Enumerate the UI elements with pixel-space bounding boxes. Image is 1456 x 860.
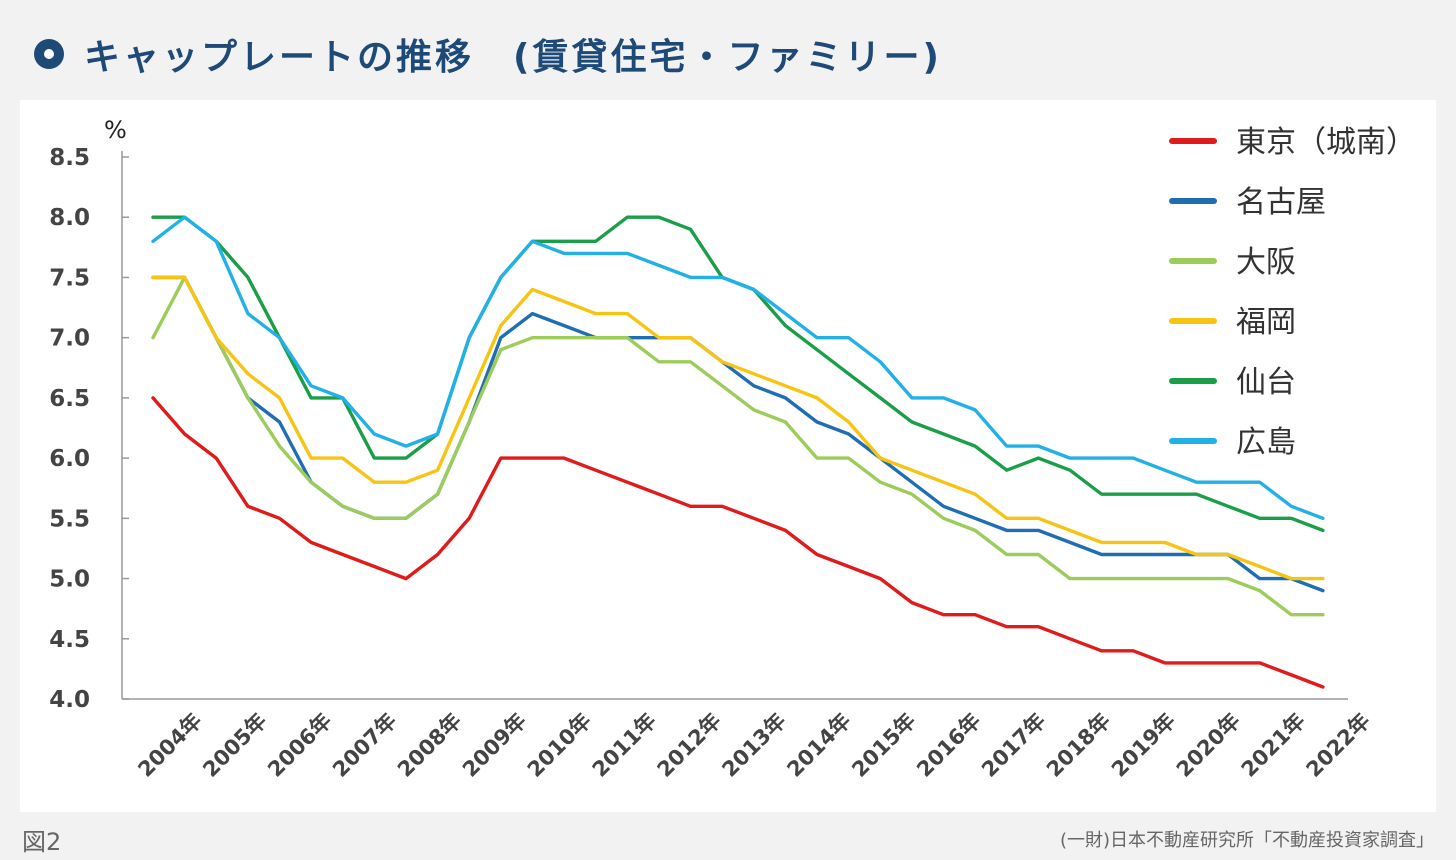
x-tick-label: 2019年: [1107, 709, 1180, 782]
y-tick-label: 4.5: [49, 627, 90, 653]
y-tick-label: 8.0: [49, 205, 90, 231]
series-line-1: [151, 396, 1325, 689]
y-axis-unit: %: [104, 116, 127, 144]
x-tick-label: 2014年: [782, 709, 855, 782]
source-note: (一財)日本不動産研究所「不動産投資家調査」: [1059, 830, 1434, 851]
y-tick-label: 4.0: [49, 687, 90, 713]
x-tick-label: 2005年: [198, 709, 271, 782]
x-tick-label: 2018年: [1042, 709, 1115, 782]
y-tick-label: 5.0: [49, 567, 90, 593]
x-tick-label: 2010年: [523, 709, 596, 782]
series-line-3: [151, 275, 1325, 617]
x-tick-label: 2007年: [328, 709, 401, 782]
y-tick-label: 7.0: [49, 326, 90, 352]
series-lines: [151, 215, 1325, 689]
x-axis-ticks: 2004年2005年2006年2007年2008年2009年2010年2011年…: [133, 709, 1374, 782]
legend-label: 名古屋: [1236, 185, 1326, 220]
title-bullet-icon: [34, 39, 64, 69]
x-tick-label: 2016年: [912, 709, 985, 782]
legend-label: 福岡: [1236, 305, 1296, 340]
line-chart: 4.04.55.05.56.06.57.07.58.08.5% 2004年200…: [49, 116, 1416, 782]
chart-title: キャップレートの推移 (賃貸住宅・ファミリー): [84, 37, 942, 78]
x-tick-label: 2021年: [1237, 709, 1310, 782]
x-tick-label: 2017年: [977, 709, 1050, 782]
legend-label: 仙台: [1236, 365, 1296, 400]
x-tick-label: 2009年: [458, 709, 531, 782]
x-tick-label: 2011年: [588, 709, 661, 782]
figure-label: 図2: [22, 828, 62, 856]
x-tick-label: 2006年: [263, 709, 336, 782]
x-tick-label: 2012年: [653, 709, 726, 782]
y-tick-label: 7.5: [49, 265, 90, 291]
y-tick-label: 6.0: [49, 446, 90, 472]
chart-axes: [121, 151, 1348, 700]
x-tick-label: 2022年: [1302, 709, 1375, 782]
y-tick-label: 8.5: [49, 145, 90, 171]
series-line-4: [151, 275, 1325, 581]
x-tick-label: 2013年: [717, 709, 790, 782]
x-tick-label: 2004年: [133, 709, 206, 782]
x-tick-label: 2008年: [393, 709, 466, 782]
legend-label: 大阪: [1236, 245, 1296, 280]
chart-header: キャップレートの推移 (賃貸住宅・ファミリー): [34, 26, 942, 82]
x-tick-label: 2015年: [847, 709, 920, 782]
legend-label: 東京（城南）: [1236, 125, 1416, 160]
chart-panel: [20, 100, 1436, 812]
y-tick-label: 5.5: [49, 506, 90, 532]
series-line-6: [151, 215, 1325, 520]
y-axis-ticks: 4.0 4.5 5.0 5.5 6.0 6.5 7.0 7.5 8.0 8.5%: [49, 116, 129, 713]
legend-label: 広島: [1236, 425, 1296, 460]
y-tick-label: 6.5: [49, 386, 90, 412]
x-tick-label: 2020年: [1172, 709, 1245, 782]
